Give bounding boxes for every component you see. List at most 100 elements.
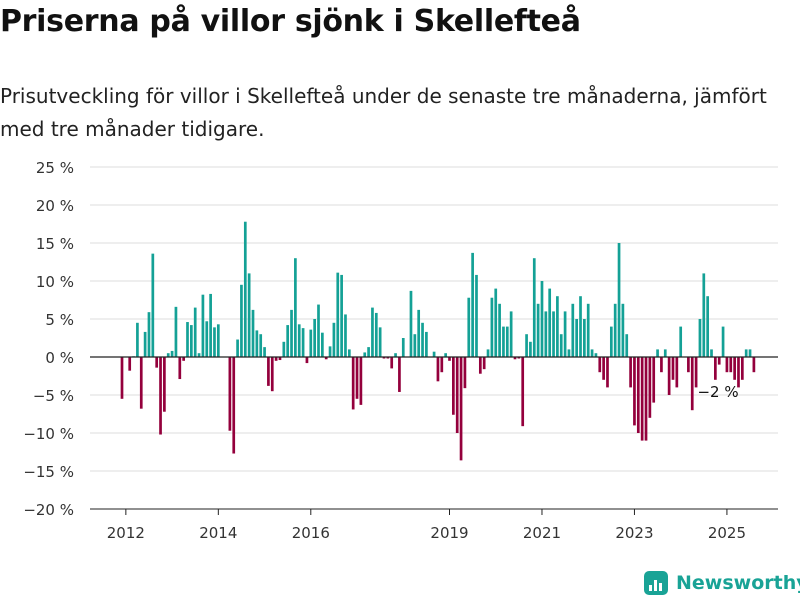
bar <box>359 357 363 405</box>
bar <box>690 357 694 411</box>
grid-lines <box>90 166 778 472</box>
bar <box>617 243 621 357</box>
bar <box>243 221 247 357</box>
bar <box>136 322 139 357</box>
bar <box>205 321 209 357</box>
bar <box>178 357 182 380</box>
bar <box>340 274 343 357</box>
bar <box>155 357 159 368</box>
bar <box>748 349 752 357</box>
bar <box>151 253 155 357</box>
bar <box>710 349 713 357</box>
bar <box>687 357 690 373</box>
bar <box>240 284 243 357</box>
bar <box>656 349 659 357</box>
bar <box>386 357 390 359</box>
bar <box>436 357 440 382</box>
bar <box>663 349 667 357</box>
bar <box>355 357 359 399</box>
bar <box>371 307 374 357</box>
bars <box>120 221 756 461</box>
bar <box>648 357 652 418</box>
bar <box>432 351 436 357</box>
bar <box>401 338 405 357</box>
bar <box>625 334 629 357</box>
bar <box>351 357 355 410</box>
bar <box>594 353 598 357</box>
annotations: −2 % <box>697 383 738 401</box>
bar <box>413 334 417 357</box>
y-tick-label: −15 % <box>23 463 74 481</box>
bar <box>640 357 644 441</box>
bar <box>559 334 563 357</box>
bar <box>147 312 151 357</box>
bar <box>737 357 740 388</box>
bar <box>598 357 602 373</box>
bar <box>190 325 193 357</box>
bar <box>532 258 536 357</box>
bar <box>321 332 324 357</box>
bar <box>567 349 571 357</box>
bar <box>671 357 675 380</box>
bar <box>583 319 586 357</box>
bar <box>609 326 613 357</box>
bar <box>579 296 582 357</box>
bar <box>660 357 663 373</box>
bar <box>247 273 251 357</box>
bar <box>452 357 455 415</box>
bar <box>228 357 232 431</box>
y-tick-label: 15 % <box>36 235 74 253</box>
chart-title: Priserna på villor sjönk i Skellefteå <box>0 4 581 39</box>
bar <box>486 349 490 357</box>
bar <box>347 349 351 357</box>
bar <box>286 325 290 357</box>
bar <box>301 328 305 357</box>
bar <box>440 357 444 373</box>
bar <box>556 296 559 357</box>
y-tick-label: 20 % <box>36 197 74 215</box>
y-tick-label: −5 % <box>33 387 74 405</box>
bar <box>694 357 698 388</box>
newsworthy-logo-icon <box>644 571 668 595</box>
bar <box>417 309 421 357</box>
bar <box>733 357 736 380</box>
bar <box>475 274 478 357</box>
bar <box>706 296 710 357</box>
bar <box>313 319 316 357</box>
bar <box>679 326 683 357</box>
bar <box>502 326 505 357</box>
bar <box>459 357 463 461</box>
bar <box>652 357 656 403</box>
bar <box>236 339 239 357</box>
bar <box>494 288 498 357</box>
bar <box>590 349 594 357</box>
bar <box>367 347 370 357</box>
newsworthy-brand: Newsworthy <box>644 568 800 598</box>
bar <box>259 334 263 357</box>
bar <box>120 357 124 399</box>
bar <box>717 357 721 365</box>
bar <box>128 357 132 371</box>
bar <box>317 304 320 357</box>
bar <box>725 357 729 373</box>
bar <box>633 357 636 426</box>
bar <box>201 294 205 357</box>
y-tick-label: −10 % <box>23 425 74 443</box>
bar <box>344 314 347 357</box>
brand-name: Newsworthy <box>676 572 800 594</box>
bar <box>267 357 270 386</box>
bar <box>698 319 702 357</box>
bar <box>444 353 447 357</box>
bar <box>278 357 282 361</box>
bar <box>471 252 474 357</box>
bar <box>166 353 170 357</box>
bar <box>548 288 552 357</box>
bar <box>563 311 567 357</box>
bar <box>163 357 166 412</box>
bar <box>382 357 386 359</box>
bar <box>613 303 617 357</box>
bar <box>232 357 236 454</box>
bar <box>270 357 274 392</box>
bar <box>336 272 340 357</box>
